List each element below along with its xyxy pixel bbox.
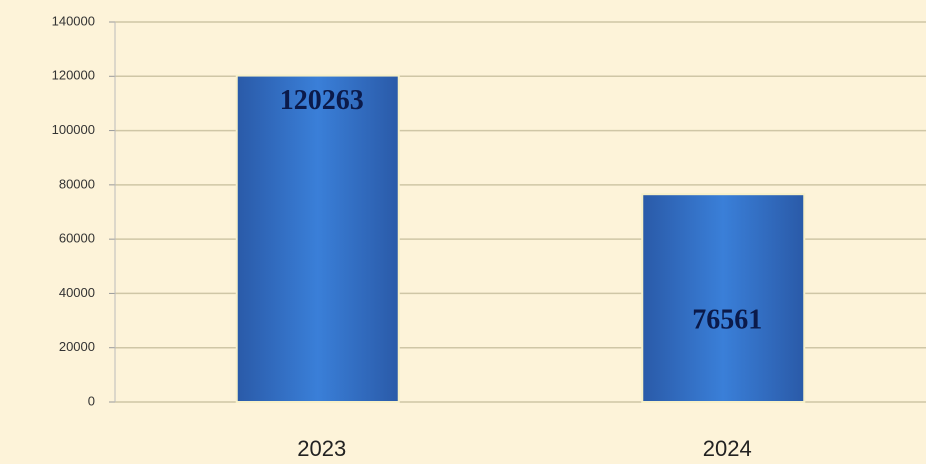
y-tick-label: 40000 [59, 285, 95, 300]
y-tick-label: 80000 [59, 176, 95, 191]
data-label: 120263 [280, 85, 364, 116]
y-tick-label: 60000 [59, 231, 95, 246]
x-tick-label: 2023 [297, 436, 346, 461]
y-tick-label: 0 [88, 393, 95, 408]
y-tick-label: 100000 [52, 122, 95, 137]
data-label: 76561 [692, 304, 762, 335]
bar [641, 193, 806, 403]
bar [235, 74, 400, 403]
y-tick-label: 120000 [52, 68, 95, 83]
y-tick-label: 140000 [52, 13, 95, 28]
y-tick-label: 20000 [59, 339, 95, 354]
x-tick-label: 2024 [703, 436, 752, 461]
